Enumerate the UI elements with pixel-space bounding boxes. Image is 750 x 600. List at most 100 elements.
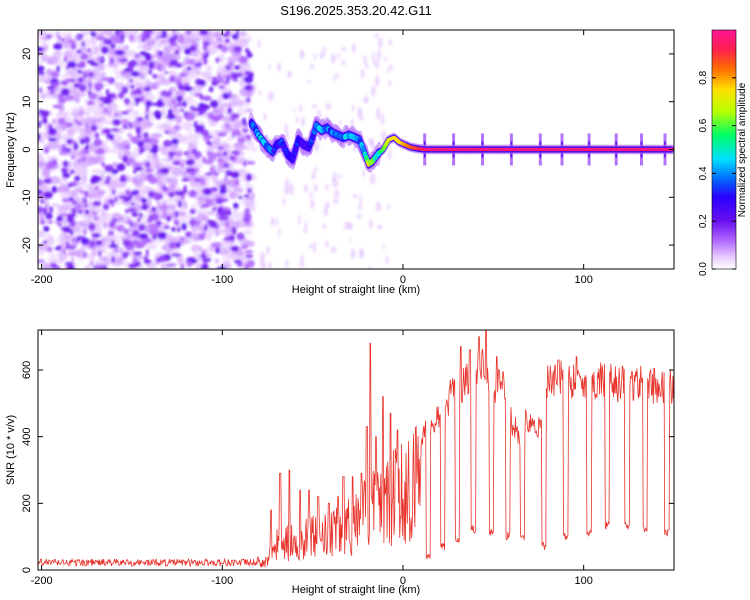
noise-faint: [332, 179, 339, 188]
noise-blob: [81, 126, 86, 136]
noise-speck: [199, 93, 204, 101]
noise-speck: [75, 35, 81, 40]
noise-blob: [136, 200, 142, 207]
noise-blob: [213, 31, 225, 37]
noise-speck: [151, 102, 157, 106]
noise-faint: [370, 173, 376, 185]
noise-faint: [331, 53, 334, 65]
noise-speck: [122, 155, 129, 163]
noise-speck: [66, 39, 76, 45]
noise-speck: [244, 47, 250, 54]
noise-speck: [85, 123, 89, 130]
noise-speck: [183, 184, 187, 193]
noise-blob: [218, 228, 225, 235]
noise-blob: [111, 146, 121, 155]
noise-blob: [224, 239, 233, 248]
noise-speck: [73, 118, 79, 124]
noise-faint: [314, 164, 317, 174]
noise-speck: [246, 259, 255, 268]
noise-faint: [325, 183, 329, 192]
noise-blob: [46, 68, 52, 75]
noise-speck: [219, 184, 227, 191]
noise-blob: [200, 71, 212, 78]
noise-faint: [380, 131, 387, 140]
noise-blob: [123, 45, 130, 50]
noise-speck: [144, 168, 154, 172]
noise-speck: [138, 233, 149, 240]
steady-line-dash: [633, 148, 642, 151]
noise-speck: [132, 257, 138, 264]
noise-speck: [123, 67, 134, 73]
noise-speck: [211, 242, 222, 248]
noise-speck: [180, 108, 185, 113]
steady-line-dash: [504, 148, 513, 151]
noise-blob: [40, 42, 49, 48]
noise-speck: [94, 148, 105, 155]
noise-speck: [244, 84, 255, 91]
noise-speck: [203, 57, 208, 65]
noise-blob: [67, 250, 78, 257]
steady-line-dash: [590, 148, 599, 151]
noise-speck: [105, 88, 110, 96]
noise-blob: [165, 177, 173, 184]
noise-speck: [234, 178, 240, 186]
noise-blob: [102, 221, 108, 230]
noise-speck: [214, 80, 221, 84]
noise-faint: [350, 248, 356, 260]
noise-speck: [245, 98, 251, 103]
noise-speck: [177, 37, 186, 44]
bottom-x-axis-ticks: -200 -100 0 100: [31, 330, 593, 587]
noise-blob: [59, 232, 67, 238]
noise-speck: [109, 57, 115, 65]
noise-blob: [246, 140, 255, 149]
noise-speck: [195, 62, 202, 68]
noise-speck: [106, 132, 111, 140]
noise-blob: [77, 220, 87, 227]
noise-blob: [47, 141, 58, 151]
noise-speck: [164, 130, 169, 134]
noise-speck: [98, 250, 102, 257]
noise-speck: [169, 59, 179, 66]
noise-speck: [109, 220, 116, 228]
noise-faint: [369, 265, 372, 269]
noise-blob: [194, 88, 200, 93]
noise-blob: [98, 189, 106, 195]
noise-faint: [303, 225, 308, 235]
noise-speck: [134, 97, 142, 103]
noise-speck: [49, 90, 55, 95]
noise-speck: [121, 111, 129, 115]
noise-faint: [325, 103, 332, 110]
noise-blob: [164, 198, 174, 205]
noise-speck: [124, 208, 130, 214]
noise-faint: [285, 129, 289, 141]
noise-blob: [219, 240, 226, 250]
noise-speck: [53, 43, 63, 50]
noise-speck: [139, 95, 145, 102]
noise-speck: [48, 137, 57, 142]
noise-speck: [86, 59, 95, 64]
noise-speck: [212, 206, 217, 212]
noise-speck: [225, 220, 230, 228]
noise-speck: [96, 265, 105, 269]
steady-line-dash: [639, 148, 648, 151]
noise-speck: [61, 167, 69, 174]
noise-faint: [268, 63, 271, 71]
noise-faint: [313, 53, 317, 61]
noise-speck: [148, 223, 158, 230]
noise-speck: [174, 220, 180, 227]
noise-speck: [112, 118, 121, 126]
steady-line-dash: [652, 148, 660, 151]
noise-speck: [84, 203, 89, 208]
noise-faint: [385, 255, 389, 264]
noise-blob: [169, 52, 181, 61]
x-tick-label: 0: [400, 575, 406, 587]
noise-speck: [217, 73, 221, 78]
steady-line-dash: [645, 148, 654, 151]
noise-faint: [259, 252, 266, 260]
snr-plot-area: [38, 330, 674, 568]
noise-speck: [156, 220, 162, 226]
noise-speck: [229, 62, 234, 66]
noise-speck: [103, 128, 111, 134]
noise-speck: [111, 188, 116, 195]
noise-speck: [114, 112, 118, 117]
